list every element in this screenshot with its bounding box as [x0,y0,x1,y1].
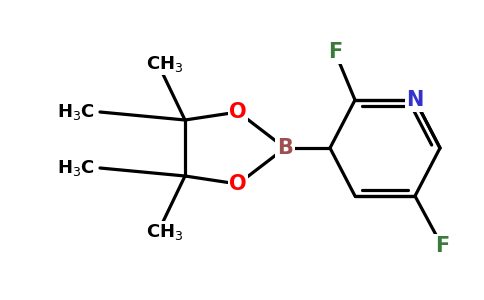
Text: H$_3$C: H$_3$C [57,158,95,178]
Text: CH$_3$: CH$_3$ [146,222,184,242]
Text: N: N [406,90,424,110]
Text: O: O [229,102,247,122]
Text: H$_3$C: H$_3$C [57,102,95,122]
Text: F: F [435,236,449,256]
Text: CH$_3$: CH$_3$ [146,54,184,74]
Text: O: O [229,174,247,194]
Text: B: B [277,138,293,158]
Text: F: F [328,42,342,62]
